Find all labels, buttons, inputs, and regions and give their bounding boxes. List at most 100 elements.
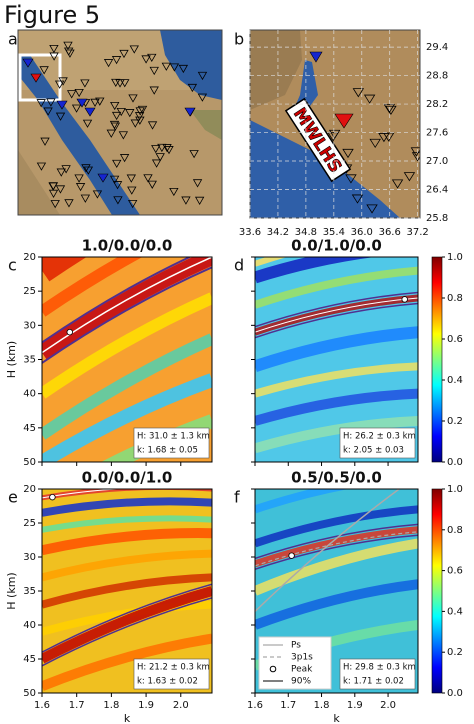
station [164,146,174,155]
legend-label: 3p1s [291,653,313,663]
x-tick-label: 36.6 [379,227,401,238]
station [111,111,122,121]
y-tick-label: 40 [23,389,36,400]
station [118,131,129,140]
station [141,55,151,64]
station [155,153,165,162]
heatmap-band [42,257,193,344]
x-tick-label: 2.0 [173,700,189,711]
heatmap-band [42,515,212,533]
y-tick-label: 29.4 [426,42,448,53]
heatmap-band [42,257,212,354]
heatmap-band [255,489,349,514]
heatmap-band [255,505,418,548]
station [149,66,159,76]
station [50,200,60,209]
station [81,164,91,173]
x-tick-label: 35.4 [323,227,345,238]
station [64,199,74,208]
colorbar-tick-label: 0.0 [447,457,463,468]
y-tick-label: 45 [23,654,36,665]
map-a [18,30,222,215]
peak-marker [401,296,408,303]
station [56,168,66,177]
heatmap-band [42,597,212,667]
station [134,112,145,121]
station [103,59,114,68]
station [48,182,58,191]
panel-label: f [234,488,240,507]
x-tick-label: 2.0 [380,700,396,711]
station [82,119,93,128]
station [63,41,73,50]
station [161,62,172,71]
panel-label: c [8,256,17,275]
x-tick-label: 1.7 [280,700,296,711]
heatmap-band [255,302,418,339]
colorbar [431,488,443,694]
station [342,148,354,159]
heatmap-band [42,573,212,609]
station [128,94,138,103]
colorbar-tick-label: 0.8 [447,525,463,536]
x-tick-label: 1.7 [69,700,85,711]
station [391,179,404,189]
station [351,194,364,204]
station [157,143,167,153]
heatmap-band [42,633,212,691]
station [113,196,123,205]
station [55,185,66,194]
station [129,45,139,54]
y-tick-label: 27.0 [426,156,448,167]
colorbar-tick-label: 0.8 [447,293,463,304]
station [48,189,59,199]
heatmap-band [42,489,212,499]
y-tick-label: 35 [23,586,36,597]
station [147,53,157,63]
station [197,71,208,81]
heatmap-band [255,266,418,309]
peak-marker [49,493,56,501]
legend-label: Peak [291,665,313,675]
heatmap-band [42,549,212,582]
x-tick-label: 1.9 [138,700,154,711]
station [49,52,59,61]
heatmap-band [42,292,212,399]
station [143,174,153,183]
station [36,99,46,108]
annotation-text: k: 1.68 ± 0.05 [137,446,198,456]
station [39,66,49,75]
y-tick-label: 50 [23,457,36,468]
station [345,174,357,184]
station [56,100,68,110]
heatmap-band [255,538,418,596]
colorbar-tick-label: 0.4 [447,375,463,386]
station [120,79,130,88]
panel-label: a [8,30,18,49]
annotation-box [339,658,416,690]
heatmap-band [255,257,288,267]
heatmap-band [255,534,418,570]
station [40,137,50,146]
heatmap-band [42,583,212,653]
x-axis-label: k [124,712,131,724]
station [84,107,96,117]
heatmap-band [255,526,418,568]
station [43,107,53,116]
x-tick-label: 33.6 [239,227,261,238]
station [181,196,191,205]
station [137,105,148,115]
station [378,133,390,143]
station [135,116,145,125]
station [410,147,420,157]
station [125,109,135,118]
y-tick-label: 27.6 [426,128,448,139]
station [184,107,196,117]
y-tick-label: 25 [23,518,36,529]
y-tick-label: 25.8 [426,213,448,224]
station [106,129,116,138]
colorbar-tick-label: 0.0 [447,688,463,699]
x-tick-label: 36.0 [351,227,373,238]
heatmap-band [255,291,418,328]
